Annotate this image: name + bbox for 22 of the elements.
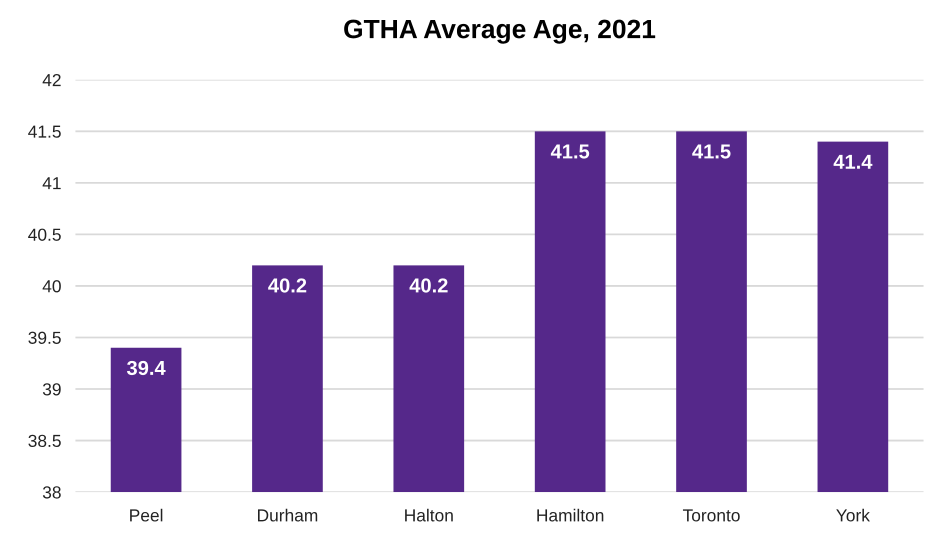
y-tick-label: 38.5: [28, 434, 61, 448]
data-label: 39.4: [126, 360, 166, 376]
y-tick-label: 41.5: [28, 126, 61, 138]
x-tick-label: Peel: [130, 508, 162, 522]
data-label: 40.2: [410, 278, 448, 293]
x-tick-label: Hamilton: [537, 508, 604, 522]
data-label: 41.5: [692, 144, 731, 159]
y-tick-label: 40.5: [28, 228, 61, 241]
y-tick-label: 41: [42, 177, 61, 190]
x-tick-label: York: [836, 508, 870, 522]
x-tick-label: Durham: [258, 508, 318, 522]
y-tick-label: 38: [42, 486, 61, 499]
x-tick-label: Toronto: [682, 509, 740, 522]
y-tick-label: 39.5: [28, 332, 61, 344]
x-tick-label: Halton: [405, 508, 453, 522]
y-tick-label: 39: [42, 383, 61, 396]
y-tick-label: 40: [42, 280, 61, 292]
y-tick-label: 42: [42, 74, 61, 86]
data-label: 41.5: [550, 144, 590, 159]
chart-title: GTHA Average Age, 2021: [344, 20, 656, 44]
data-label: 41.4: [834, 154, 872, 169]
data-label: 40.2: [268, 278, 306, 293]
